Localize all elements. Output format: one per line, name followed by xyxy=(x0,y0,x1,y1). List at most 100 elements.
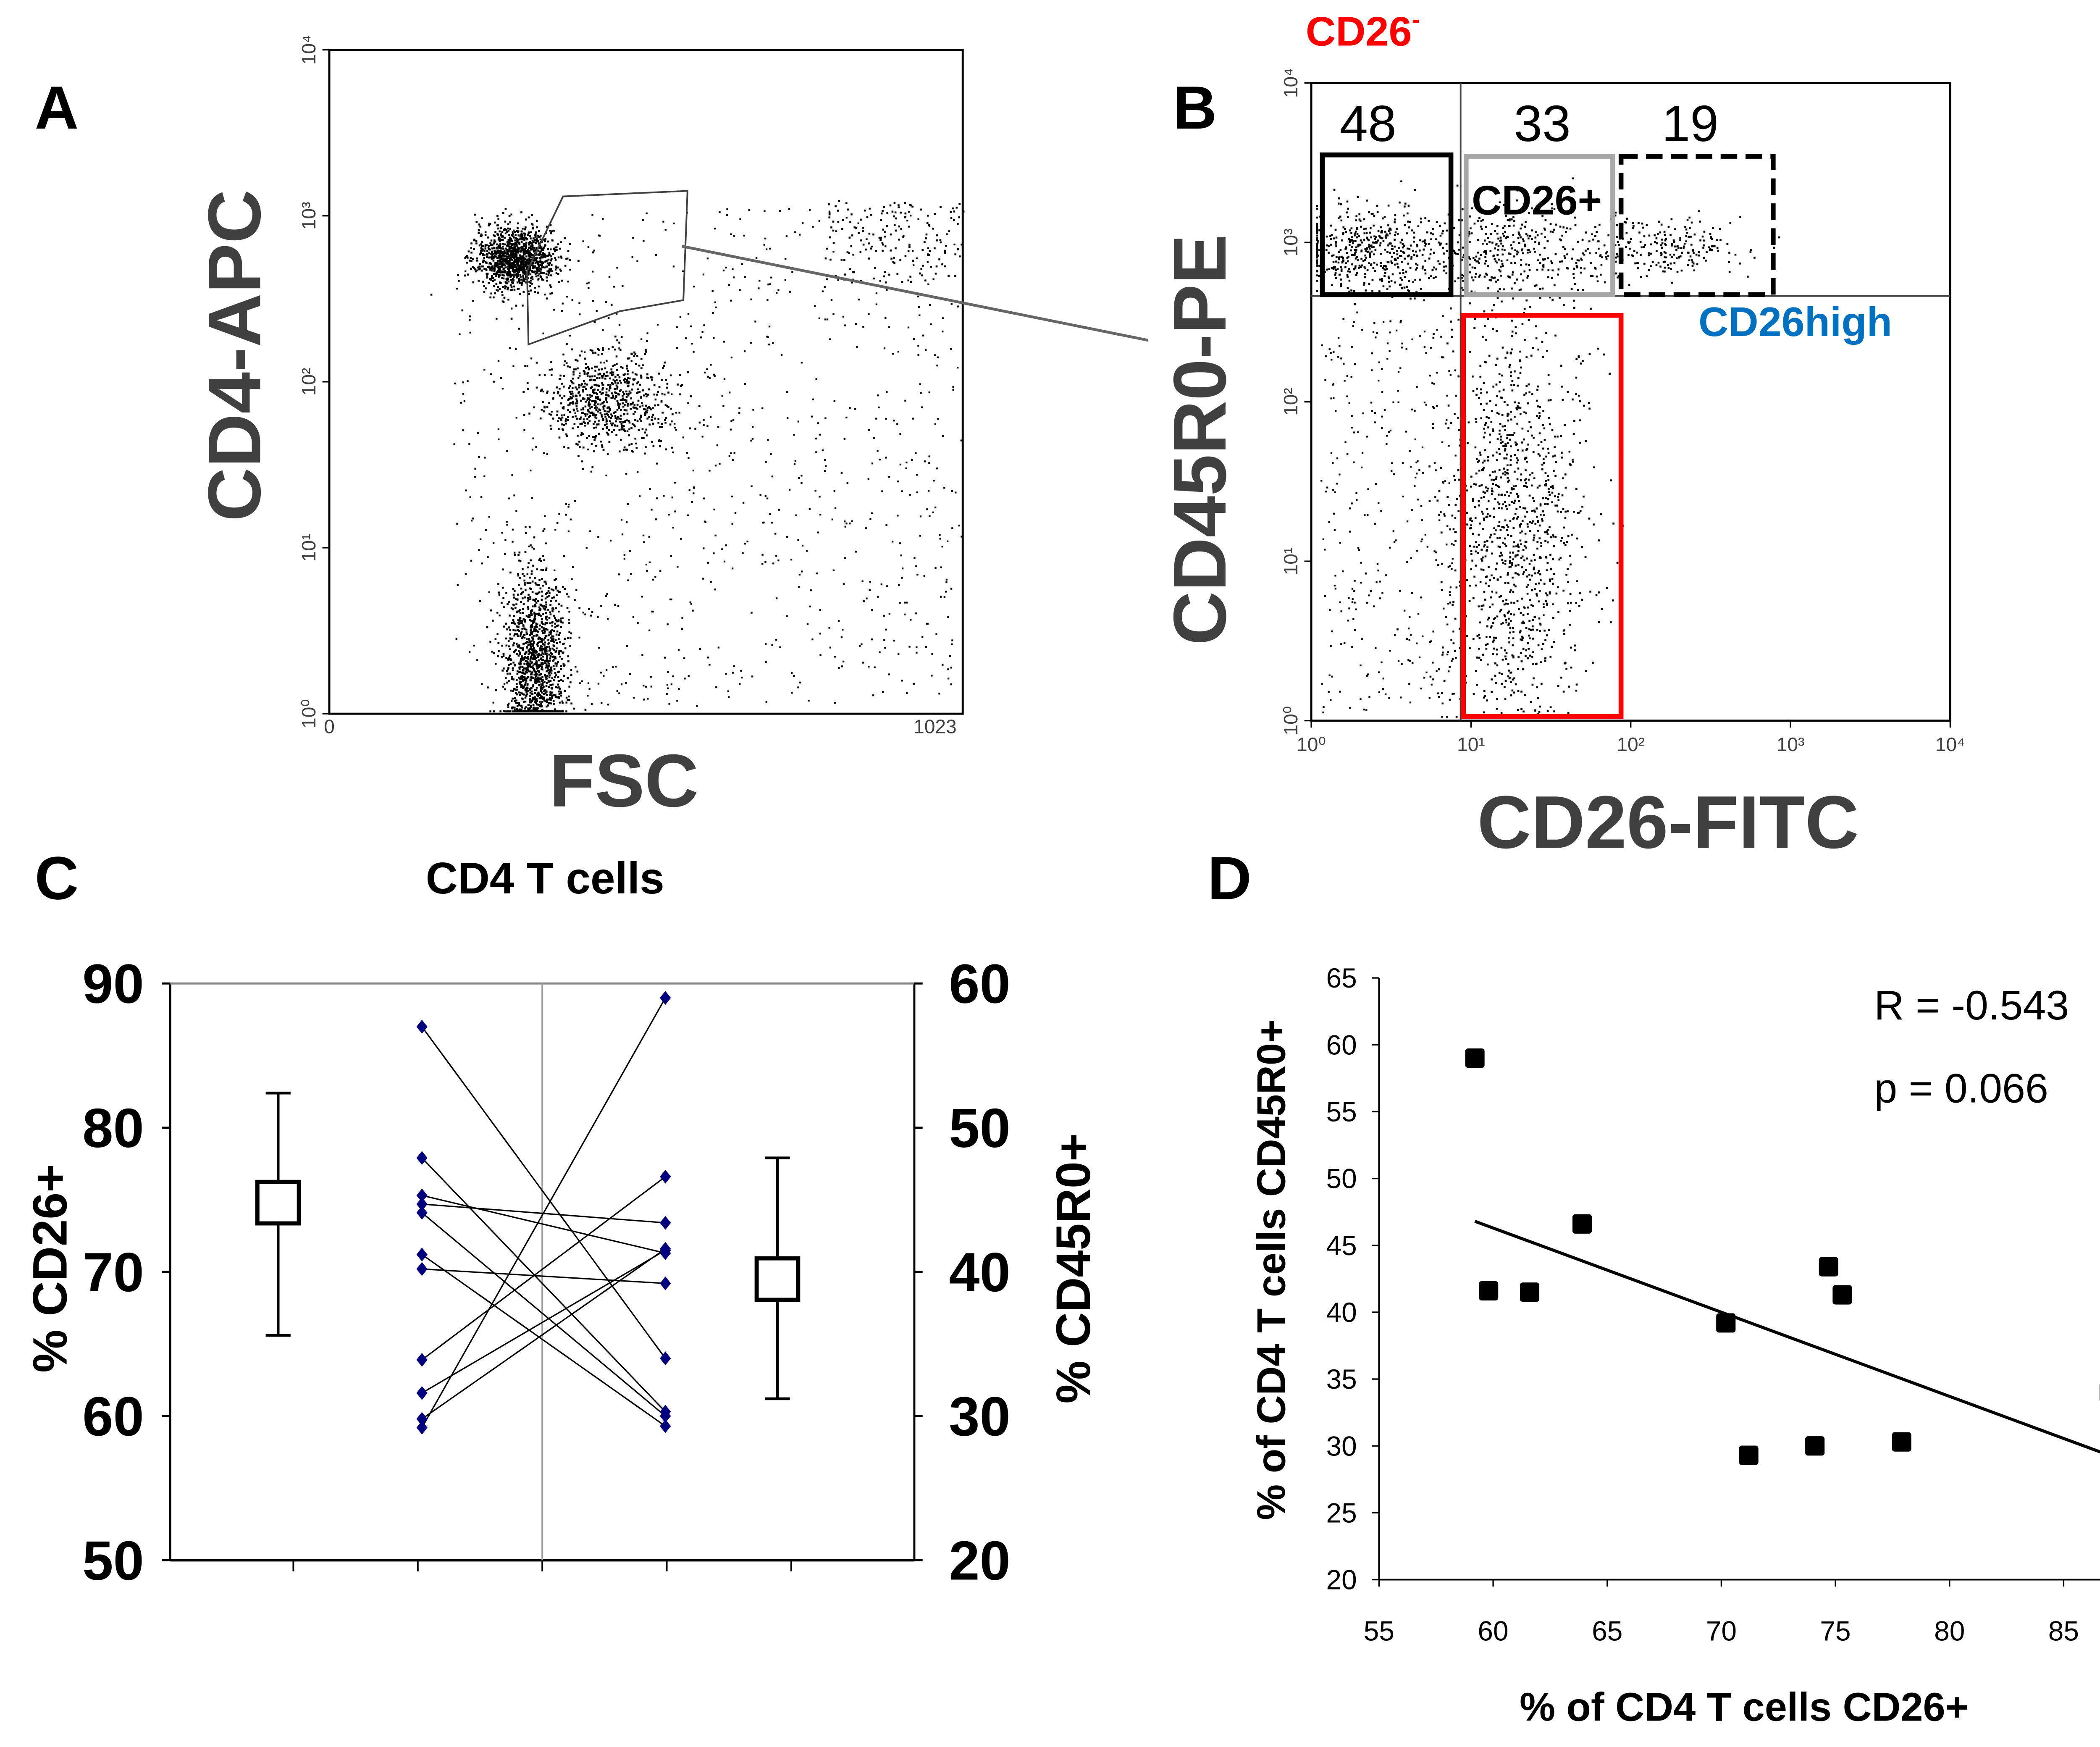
panel-b-event-cd26-negative xyxy=(1394,245,1396,248)
panel-a-event-cd4-negative xyxy=(501,670,504,672)
panel-a-event-cd4-negative xyxy=(541,666,543,668)
panel-a-event-background xyxy=(473,644,475,647)
panel-a-event-background xyxy=(798,477,800,479)
panel-b-event-cd26-positive xyxy=(1564,257,1566,259)
panel-b-event-cd26-negative xyxy=(1316,208,1318,210)
panel-a-event-cd4-negative xyxy=(540,703,542,705)
panel-b-event-cd26-negative xyxy=(1316,234,1318,237)
panel-b-event-cd26-negative xyxy=(1358,218,1361,221)
panel-a-event-cd4-negative xyxy=(541,682,544,684)
panel-a-event-cd4-bright xyxy=(523,235,526,237)
panel-a-event-cd4-dim xyxy=(563,364,566,366)
panel-a-event-cd4-dim xyxy=(548,402,550,404)
panel-a-event-background xyxy=(928,455,930,457)
panel-a-event-cd4-bright xyxy=(536,253,538,256)
panel-a-event-cd4-dim xyxy=(620,409,622,411)
panel-a-event-cd4-bright xyxy=(493,242,495,245)
panel-a-event-cd4-bright xyxy=(506,271,509,273)
panel-a-event-cd4-dim xyxy=(560,402,562,405)
panel-a-event-background xyxy=(814,305,816,307)
panel-a-event-background xyxy=(481,241,483,243)
panel-a-event-cd4-bright xyxy=(554,257,556,259)
panel-a-event-cd4-bright xyxy=(507,280,510,283)
panel-a-event-cd4-bright xyxy=(496,257,499,259)
panel-a-event-cd4-bright xyxy=(567,250,570,252)
panel-a-event-cd4-dim xyxy=(640,374,642,377)
panel-b-event-cd26-positive xyxy=(1503,288,1505,291)
panel-a-event-right-edge xyxy=(934,247,936,250)
panel-b-event-cd26-negative xyxy=(1407,255,1409,257)
panel-a-event-right-edge xyxy=(848,236,851,239)
panel-a-event-cd4-negative xyxy=(562,586,564,588)
panel-a-event-cd4-bright xyxy=(508,241,510,243)
panel-a-event-cd4-bright xyxy=(533,260,535,262)
panel-a-event-background xyxy=(501,300,504,302)
panel-b-event-cd26-positive xyxy=(1506,259,1509,262)
panel-a-event-cd4-negative xyxy=(541,701,543,703)
panel-a-event-cd4-dim xyxy=(587,409,589,411)
panel-a-event-cd4-bright xyxy=(499,255,502,257)
panel-a-event-cd4-dim xyxy=(601,377,604,379)
panel-a-event-background xyxy=(690,325,692,328)
panel-a-event-background xyxy=(822,449,824,452)
panel-a-event-cd4-negative xyxy=(532,658,535,660)
panel-a-event-cd4-dim xyxy=(640,397,642,399)
panel-a-event-cd4-dim xyxy=(615,384,618,387)
panel-b-event-cd26-negative xyxy=(1335,269,1337,271)
panel-a-event-background xyxy=(729,391,731,394)
panel-a-event-background xyxy=(477,432,479,434)
panel-a-event-cd4-negative xyxy=(532,685,534,688)
panel-a-event-cd4-bright xyxy=(507,256,510,258)
panel-a-event-cd4-bright xyxy=(535,231,537,234)
panel-b-event-cd26-positive xyxy=(1500,242,1502,245)
panel-a-event-cd4-dim xyxy=(577,367,579,370)
panel-a-event-cd4-bright xyxy=(559,270,562,272)
panel-a-event-cd4-dim xyxy=(667,391,669,394)
panel-a-event-cd4-dim xyxy=(612,397,614,399)
panel-b-event-cd26-negative xyxy=(1349,241,1351,243)
panel-a-event-background xyxy=(609,539,612,542)
panel-b-event-cd26-negative xyxy=(1376,242,1378,244)
panel-a-event-cd4-negative xyxy=(512,678,514,680)
panel-a-event-cd4-bright xyxy=(502,212,504,214)
panel-a-event-background xyxy=(754,321,756,323)
panel-a-event-cd4-negative xyxy=(534,692,536,694)
panel-a-event-background xyxy=(674,510,676,512)
panel-b-event-cd26-negative xyxy=(1340,278,1342,281)
panel-a-event-cd4-dim xyxy=(646,418,649,420)
panel-a-event-cd4-negative xyxy=(544,692,547,694)
panel-b-event-cd26-negative xyxy=(1422,265,1424,268)
panel-a-event-cd4-negative xyxy=(530,673,532,675)
panel-a-event-background xyxy=(953,243,956,246)
panel-a-event-background xyxy=(885,418,887,420)
panel-a-event-cd4-negative xyxy=(541,662,544,664)
panel-a-event-cd4-dim xyxy=(604,413,606,415)
panel-a-event-cd4-dim xyxy=(611,371,613,373)
panel-a-event-cd4-bright xyxy=(526,267,528,269)
panel-a-event-background xyxy=(692,469,695,472)
panel-a-event-cd4-negative xyxy=(556,625,558,627)
panel-a-event-cd4-negative xyxy=(507,603,509,605)
panel-a-event-cd4-bright xyxy=(488,263,491,265)
panel-b-event-cd26-positive xyxy=(1383,275,1386,277)
panel-a-event-cd4-bright xyxy=(521,263,524,265)
panel-a-event-background xyxy=(950,217,953,219)
panel-a-event-cd4-dim xyxy=(598,377,601,379)
panel-a-event-cd4-dim xyxy=(651,378,653,381)
panel-a-event-cd4-negative xyxy=(505,644,508,647)
panel-a-event-cd4-negative xyxy=(518,680,521,683)
panel-a-event-cd4-negative xyxy=(509,629,512,631)
panel-a-event-cd4-negative xyxy=(537,666,539,668)
panel-a-event-cd4-dim xyxy=(650,408,652,411)
panel-b-event-cd26-positive xyxy=(1469,241,1471,243)
panel-a-event-cd4-negative xyxy=(540,615,542,617)
panel-a-event-background xyxy=(679,316,682,318)
panel-a-event-cd4-negative xyxy=(536,613,538,615)
panel-a-event-background xyxy=(625,473,627,475)
panel-b-event-cd26-positive xyxy=(1605,252,1607,255)
panel-a-event-cd4-negative xyxy=(518,583,520,586)
panel-a-event-cd4-bright xyxy=(515,250,517,252)
panel-a-event-cd4-bright xyxy=(430,294,433,296)
panel-a-event-cd4-bright xyxy=(517,227,519,229)
panel-a-event-background xyxy=(824,459,826,461)
